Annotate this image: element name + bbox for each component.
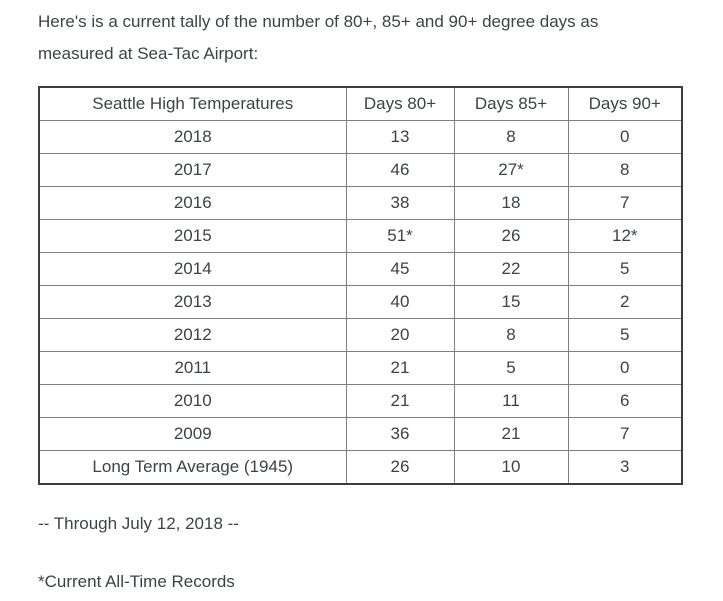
column-header-days90: Days 90+ [567, 86, 683, 121]
value-cell: 21 [345, 384, 455, 418]
year-cell: 2012 [38, 318, 347, 352]
table-row-2009: 2009 36 21 7 [38, 417, 683, 451]
year-cell: 2015 [38, 219, 347, 253]
year-cell: 2011 [38, 351, 347, 385]
value-cell: 51* [345, 219, 455, 253]
intro-text-line-2: measured at Sea-Tac Airport: [38, 44, 259, 63]
value-cell: 45 [345, 252, 455, 286]
value-cell: 26 [453, 219, 569, 253]
value-cell: 8 [567, 153, 683, 187]
value-cell: 3 [567, 450, 683, 485]
value-cell: 6 [567, 384, 683, 418]
value-cell: 21 [345, 351, 455, 385]
value-cell: 0 [567, 120, 683, 154]
table-row-2017: 2017 46 27* 8 [38, 153, 683, 187]
value-cell: 40 [345, 285, 455, 319]
column-header-days85: Days 85+ [453, 86, 569, 121]
year-cell: 2013 [38, 285, 347, 319]
table-header-row: Seattle High Temperatures Days 80+ Days … [38, 86, 683, 121]
value-cell: 11 [453, 384, 569, 418]
value-cell: 8 [453, 120, 569, 154]
year-cell: 2010 [38, 384, 347, 418]
intro-text-line-1: Here's is a current tally of the number … [38, 12, 599, 31]
value-cell: 22 [453, 252, 569, 286]
all-time-records-note: *Current All-Time Records [38, 572, 235, 591]
value-cell: 26 [345, 450, 455, 485]
table-row-2010: 2010 21 11 6 [38, 384, 683, 418]
column-header-days80: Days 80+ [345, 86, 455, 121]
table-row-2011: 2011 21 5 0 [38, 351, 683, 385]
value-cell: 5 [453, 351, 569, 385]
value-cell: 8 [453, 318, 569, 352]
value-cell: 10 [453, 450, 569, 485]
value-cell: 7 [567, 417, 683, 451]
through-date-note: -- Through July 12, 2018 -- [38, 514, 239, 533]
table-row-2015: 2015 51* 26 12* [38, 219, 683, 253]
value-cell: 38 [345, 186, 455, 220]
value-cell: 21 [453, 417, 569, 451]
year-cell: 2009 [38, 417, 347, 451]
year-cell: 2014 [38, 252, 347, 286]
value-cell: 18 [453, 186, 569, 220]
value-cell: 27* [453, 153, 569, 187]
year-cell: Long Term Average (1945) [38, 450, 347, 485]
value-cell: 13 [345, 120, 455, 154]
table-row-2018: 2018 13 8 0 [38, 120, 683, 154]
table-row-2016: 2016 38 18 7 [38, 186, 683, 220]
value-cell: 12* [567, 219, 683, 253]
column-header-title: Seattle High Temperatures [38, 86, 347, 121]
year-cell: 2018 [38, 120, 347, 154]
value-cell: 5 [567, 252, 683, 286]
value-cell: 7 [567, 186, 683, 220]
year-cell: 2017 [38, 153, 347, 187]
table-row-2013: 2013 40 15 2 [38, 285, 683, 319]
value-cell: 5 [567, 318, 683, 352]
year-cell: 2016 [38, 186, 347, 220]
value-cell: 20 [345, 318, 455, 352]
table-row-long-term-average: Long Term Average (1945) 26 10 3 [38, 450, 683, 485]
value-cell: 15 [453, 285, 569, 319]
value-cell: 36 [345, 417, 455, 451]
value-cell: 2 [567, 285, 683, 319]
value-cell: 0 [567, 351, 683, 385]
value-cell: 46 [345, 153, 455, 187]
table-row-2014: 2014 45 22 5 [38, 252, 683, 286]
table-row-2012: 2012 20 8 5 [38, 318, 683, 352]
temperature-table: Seattle High Temperatures Days 80+ Days … [38, 86, 683, 485]
